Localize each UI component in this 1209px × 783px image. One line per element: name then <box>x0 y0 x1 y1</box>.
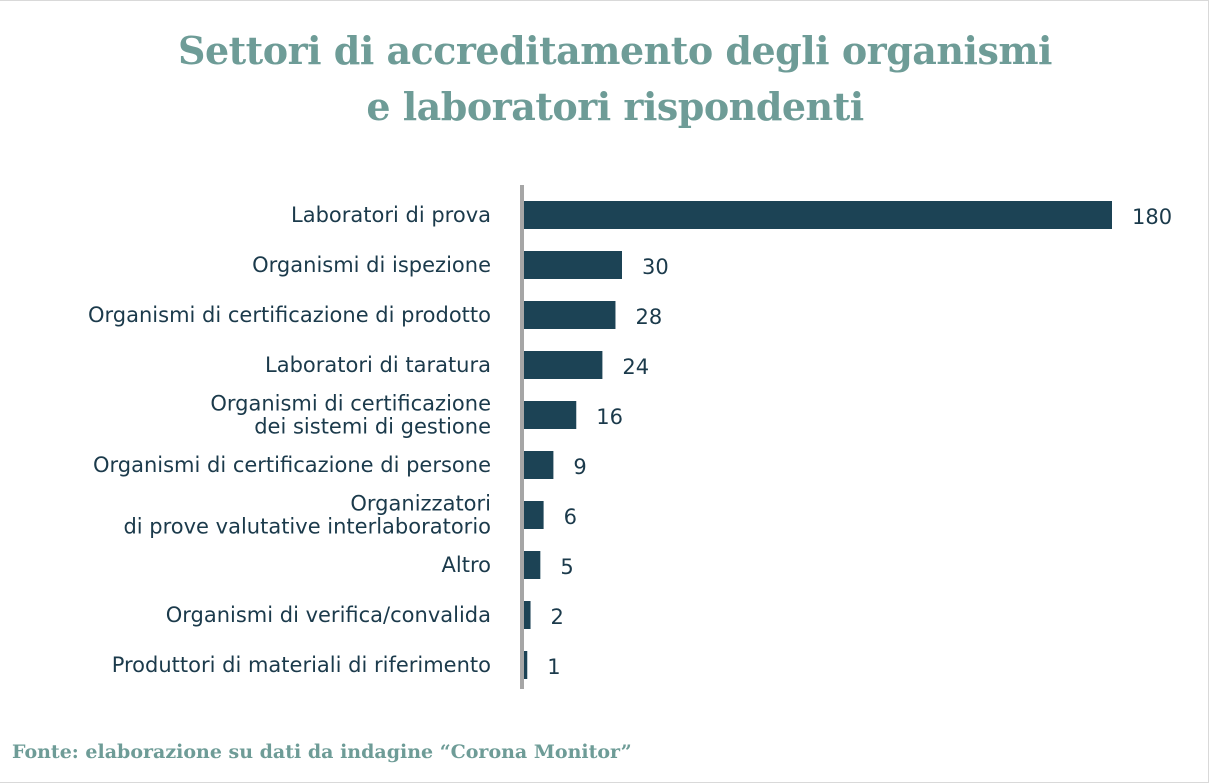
chart-title: Settori di accreditamento degli organism… <box>0 23 1208 135</box>
chart-title-line-1: Settori di accreditamento degli organism… <box>178 28 1052 73</box>
value-label-6: 6 <box>564 505 577 529</box>
value-label-5: 9 <box>573 455 586 479</box>
value-label-4: 16 <box>596 405 623 429</box>
value-label-7: 5 <box>560 555 573 579</box>
value-label-1: 30 <box>642 255 669 279</box>
category-label-1: Organismi di ispezione <box>252 253 491 277</box>
category-label-line: Organismi di certificazione <box>210 392 491 416</box>
category-label-line: Organismi di ispezione <box>252 253 491 277</box>
bar-9 <box>524 651 528 679</box>
category-label-3: Laboratori di taratura <box>265 353 491 377</box>
category-label-line: dei sistemi di gestione <box>254 415 491 439</box>
bar-4 <box>524 401 577 429</box>
value-label-0: 180 <box>1132 205 1172 229</box>
value-label-3: 24 <box>622 355 649 379</box>
value-label-8: 2 <box>551 605 564 629</box>
category-label-2: Organismi di certificazione di prodotto <box>88 303 491 327</box>
category-label-line: Laboratori di taratura <box>265 353 491 377</box>
value-label-9: 1 <box>547 655 560 679</box>
bar-6 <box>524 501 544 529</box>
chart-title-line-2: e laboratori rispondenti <box>366 84 864 129</box>
category-label-8: Organismi di verifica/convalida <box>166 603 491 627</box>
category-label-line: Altro <box>442 553 491 577</box>
category-label-0: Laboratori di prova <box>291 203 491 227</box>
category-label-line: Laboratori di prova <box>291 203 491 227</box>
value-labels-group: 180 30 28 24 16 9 6 5 2 1 <box>547 205 1172 679</box>
category-label-7: Altro <box>442 553 491 577</box>
category-label-9: Produttori di materiali di riferimento <box>112 653 491 677</box>
category-label-line: Produttori di materiali di riferimento <box>112 653 491 677</box>
category-label-line: Organismi di certificazione di prodotto <box>88 303 491 327</box>
bar-7 <box>524 551 541 579</box>
bar-3 <box>524 351 603 379</box>
category-labels-group: Laboratori di prova Organismi di ispezion… <box>88 203 491 677</box>
category-label-5: Organismi di certificazione di persone <box>93 453 491 477</box>
category-label-line: Organismi di certificazione di persone <box>93 453 491 477</box>
bar-5 <box>524 451 554 479</box>
value-label-2: 28 <box>635 305 662 329</box>
bar-2 <box>524 301 616 329</box>
category-label-4: Organismi di certificazione dei sistemi d… <box>210 392 491 439</box>
bar-1 <box>524 251 622 279</box>
category-label-line: di prove valutative interlaboratorio <box>123 515 491 539</box>
category-label-line: Organizzatori <box>350 492 491 516</box>
category-label-6: Organizzatori di prove valutative interla… <box>123 492 491 539</box>
bar-8 <box>524 601 531 629</box>
bars-group <box>524 201 1112 679</box>
category-label-line: Organismi di verifica/convalida <box>166 603 491 627</box>
bar-0 <box>524 201 1112 229</box>
source-note: Fonte: elaborazione su dati da indagine … <box>12 741 632 763</box>
